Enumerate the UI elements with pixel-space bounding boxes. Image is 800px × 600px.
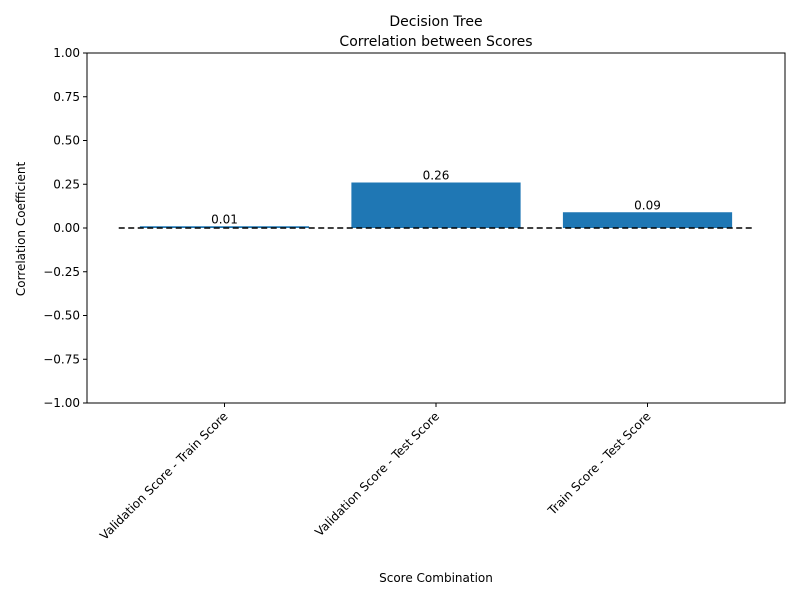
y-axis-label: Correlation Coefficient: [14, 162, 28, 297]
x-tick-label-2: Train Score - Test Score: [545, 409, 654, 518]
y-tick-label-3: −0.25: [43, 265, 80, 279]
bar-0: [139, 226, 310, 228]
axes-layer: −1.00 −0.75 −0.50 −0.25 0.00 0.25 0.50 0.75 1.00…: [43, 46, 786, 543]
y-tick-label-4: 0.00: [53, 221, 80, 235]
y-tick-label-1: −0.75: [43, 352, 80, 366]
y-tick-label-7: 0.75: [53, 90, 80, 104]
chart-title: Decision Tree: [389, 14, 482, 30]
data-label-0: 0.01: [211, 212, 238, 226]
data-label-1: 0.26: [423, 169, 450, 183]
x-tick-label-1: Validation Score - Test Score: [312, 409, 442, 539]
data-label-2: 0.09: [634, 198, 661, 212]
y-tick-label-2: −0.50: [43, 309, 80, 323]
bar-2: [562, 212, 733, 228]
bar-1: [351, 182, 521, 228]
x-axis-label: Score Combination: [379, 571, 493, 585]
y-tick-label-5: 0.25: [53, 177, 80, 191]
x-tick-label-0: Validation Score - Train Score: [97, 409, 231, 543]
data-labels-layer: 0.01 0.26 0.09: [211, 169, 661, 227]
y-tick-label-6: 0.50: [53, 134, 80, 148]
bars-layer: [139, 182, 733, 228]
y-tick-label-0: −1.00: [43, 396, 80, 410]
y-tick-label-8: 1.00: [53, 46, 80, 60]
chart-subtitle: Correlation between Scores: [339, 34, 532, 50]
